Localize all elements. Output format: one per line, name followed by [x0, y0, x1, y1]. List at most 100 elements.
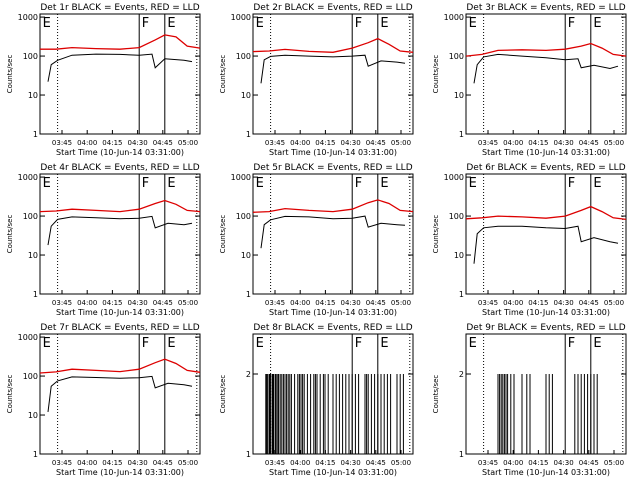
x-tick-label: 04:45: [153, 299, 173, 307]
y-axis-label: Counts/sec: [6, 215, 14, 254]
lld-series-line: [252, 199, 414, 213]
event-marker-label: E: [469, 176, 477, 191]
x-tick-label: 04:30: [554, 139, 574, 147]
event-marker-label: E: [380, 176, 388, 191]
panel-title: Det 5r BLACK = Events, RED = LLD: [253, 163, 412, 173]
x-tick-label: 05:00: [604, 459, 624, 467]
event-marker-label: E: [469, 336, 477, 351]
x-tick-label: 04:00: [77, 459, 97, 467]
y-tick-label: 1: [459, 290, 464, 299]
event-marker-label: E: [167, 16, 175, 31]
y-tick-label: 10: [241, 251, 251, 260]
event-marker-label: F: [568, 16, 575, 31]
x-tick-label: 04:00: [77, 299, 97, 307]
event-marker-label: F: [568, 176, 575, 191]
plot-frame: [252, 13, 414, 135]
plot-frame: [465, 13, 627, 135]
y-tick-label: 100: [449, 212, 464, 221]
x-tick-label: 03:45: [478, 139, 498, 147]
event-marker-label: F: [142, 16, 149, 31]
panel-title: Det 6r BLACK = Events, RED = LLD: [466, 163, 625, 173]
event-marker-label: E: [43, 176, 51, 191]
panel-title: Det 7r BLACK = Events, RED = LLD: [40, 323, 199, 333]
y-tick-label: 1: [246, 450, 251, 459]
panel-det3: Det 3r BLACK = Events, RED = LLD 1 10 100 10…: [432, 3, 627, 157]
x-axis-label: Start Time (10-Jun-14 03:31:00): [482, 148, 610, 157]
y-tick-label: 1000: [18, 333, 38, 342]
event-marker-label: E: [469, 16, 477, 31]
y-tick-label: 1000: [231, 13, 251, 22]
x-tick-label: 04:00: [290, 459, 310, 467]
events-series-line: [473, 53, 619, 84]
y-tick-label: 10: [241, 91, 251, 100]
x-tick-label: 03:45: [52, 459, 72, 467]
y-tick-label: 10: [454, 251, 464, 260]
x-tick-label: 04:15: [102, 139, 122, 147]
y-axis-label: Counts/sec: [432, 375, 440, 414]
x-tick-label: 04:00: [77, 139, 97, 147]
y-tick-label: 2: [459, 370, 464, 379]
event-marker-label: F: [142, 336, 149, 351]
y-tick-label: 10: [454, 91, 464, 100]
y-tick-label: 1: [459, 130, 464, 139]
plot-frame: [39, 333, 201, 455]
y-tick-label: 1000: [18, 173, 38, 182]
y-tick-label: 100: [23, 52, 38, 61]
x-tick-label: 04:30: [128, 459, 148, 467]
x-tick-label: 04:45: [366, 139, 386, 147]
y-axis-label: Counts/sec: [6, 55, 14, 94]
x-tick-label: 04:45: [366, 299, 386, 307]
x-tick-label: 03:45: [52, 139, 72, 147]
x-tick-label: 05:00: [604, 139, 624, 147]
x-tick-label: 03:45: [265, 139, 285, 147]
y-tick-label: 1: [33, 450, 38, 459]
x-tick-label: 04:30: [128, 139, 148, 147]
x-tick-label: 04:30: [554, 459, 574, 467]
x-tick-label: 04:30: [554, 299, 574, 307]
y-axis-label: Counts/sec: [219, 55, 227, 94]
x-tick-label: 04:45: [153, 459, 173, 467]
event-marker-label: E: [593, 176, 601, 191]
x-tick-label: 04:15: [315, 459, 335, 467]
panel-det8: Det 8r BLACK = Events, RED = LLD 1 2 Counts…: [219, 323, 414, 477]
y-tick-label: 1: [33, 290, 38, 299]
panel-title: Det 1r BLACK = Events, RED = LLD: [40, 3, 199, 13]
x-tick-label: 04:15: [528, 299, 548, 307]
plot-frame: [465, 173, 627, 295]
events-series-line: [260, 215, 406, 249]
event-marker-label: E: [167, 336, 175, 351]
lld-series-line: [40, 34, 201, 50]
plot-frame: [39, 13, 201, 135]
panel-det6: Det 6r BLACK = Events, RED = LLD 1 10 100 10…: [432, 163, 627, 317]
x-tick-label: 04:45: [366, 459, 386, 467]
y-tick-label: 1000: [444, 13, 464, 22]
x-tick-label: 04:15: [528, 139, 548, 147]
event-marker-label: E: [43, 16, 51, 31]
event-marker-label: E: [593, 336, 601, 351]
event-marker-label: F: [355, 176, 362, 191]
x-tick-label: 04:45: [579, 139, 599, 147]
x-tick-label: 04:15: [102, 299, 122, 307]
y-axis-label: Counts/sec: [219, 375, 227, 414]
x-tick-label: 04:30: [341, 459, 361, 467]
x-tick-label: 05:00: [391, 459, 411, 467]
x-axis-label: Start Time (10-Jun-14 03:31:00): [269, 148, 397, 157]
x-tick-label: 05:00: [391, 299, 411, 307]
event-marker-label: F: [142, 176, 149, 191]
panel-title: Det 8r BLACK = Events, RED = LLD: [253, 323, 412, 333]
event-marker-label: E: [380, 336, 388, 351]
lld-series-line: [252, 37, 414, 53]
y-tick-label: 10: [28, 91, 38, 100]
y-axis-label: Counts/sec: [432, 215, 440, 254]
x-axis-label: Start Time (10-Jun-14 03:31:00): [482, 308, 610, 317]
y-tick-label: 10: [28, 251, 38, 260]
x-tick-label: 05:00: [178, 299, 198, 307]
x-tick-label: 04:15: [102, 459, 122, 467]
y-axis-label: Counts/sec: [432, 55, 440, 94]
event-marker-label: F: [568, 336, 575, 351]
x-tick-label: 04:15: [315, 139, 335, 147]
x-tick-label: 04:45: [579, 459, 599, 467]
y-axis-label: Counts/sec: [6, 375, 14, 414]
lld-series-line: [465, 205, 627, 221]
y-tick-label: 1: [246, 290, 251, 299]
